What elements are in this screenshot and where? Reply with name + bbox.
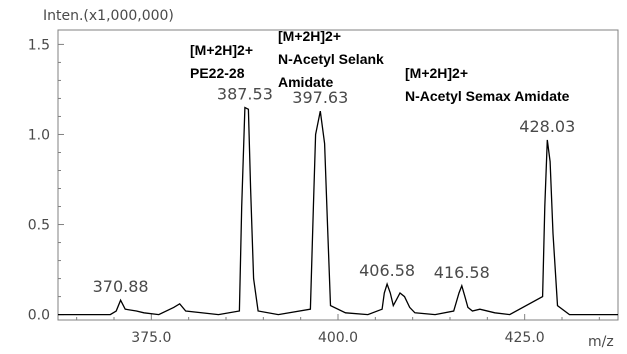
annotation-pe22-28: [M+2H]2+ PE22-28 — [190, 42, 253, 81]
x-tick-label: 400.0 — [318, 330, 358, 346]
y-axis-label: Inten.(x1,000,000) — [43, 8, 174, 24]
peak-label: 370.88 — [93, 277, 149, 296]
annotation-line: [M+2H]2+ — [190, 42, 253, 58]
x-axis-label: m/z — [588, 334, 614, 350]
peak-label: 387.53 — [217, 84, 273, 103]
peak-label: 416.58 — [434, 263, 490, 282]
annotation-line: [M+2H]2+ — [278, 28, 341, 44]
annotation-line: Amidate — [278, 74, 333, 90]
annotation-n-acetyl-semax-amidate: [M+2H]2+ N-Acetyl Semax Amidate — [405, 65, 570, 104]
y-tick-label: 0.5 — [28, 218, 50, 234]
y-tick-label: 0.0 — [28, 308, 50, 324]
peak-label: 397.63 — [292, 88, 348, 107]
annotation-line: [M+2H]2+ — [405, 65, 468, 81]
peak-label: 428.03 — [519, 117, 575, 136]
x-tick-label: 375.0 — [131, 330, 171, 346]
spectrum-series-line — [58, 106, 618, 316]
annotation-n-acetyl-selank-amidate: [M+2H]2+ N-Acetyl Selank Amidate — [278, 28, 384, 90]
y-axis: 0.0 0.5 1.0 1.5 — [28, 37, 64, 324]
x-axis: 375.0 400.0 425.0 — [76, 314, 600, 346]
y-tick-label: 1.0 — [28, 127, 50, 143]
peak-label: 406.58 — [359, 261, 415, 280]
x-tick-label: 425.0 — [505, 330, 545, 346]
annotation-line: PE22-28 — [190, 65, 245, 81]
peak-labels: 370.88 387.53 397.63 406.58 416.58 428.03 — [93, 84, 576, 296]
y-tick-label: 1.5 — [28, 37, 50, 53]
annotation-line: N-Acetyl Semax Amidate — [405, 88, 570, 104]
annotation-line: N-Acetyl Selank — [278, 51, 384, 67]
